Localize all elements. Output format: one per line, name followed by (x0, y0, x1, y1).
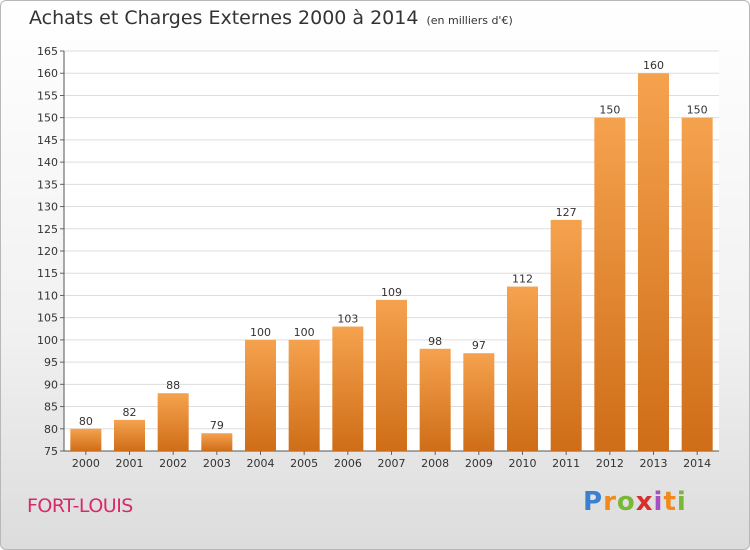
bar-2006 (332, 326, 364, 451)
proxiti-logo: Proxiti (583, 487, 687, 517)
y-tick-label: 100 (37, 334, 58, 347)
bar-2012 (594, 117, 626, 452)
x-tick-label-2007: 2007 (378, 457, 406, 470)
data-label-2009: 97 (472, 339, 486, 352)
bar-2001 (114, 419, 145, 451)
y-tick-label: 155 (37, 89, 58, 102)
y-tick-label: 115 (37, 267, 58, 280)
x-tick-label-2006: 2006 (334, 457, 362, 470)
x-tick-label-2009: 2009 (465, 457, 493, 470)
y-tick-label: 105 (37, 312, 58, 325)
data-label-2010: 112 (512, 273, 533, 286)
data-label-2002: 88 (166, 379, 180, 392)
data-label-2001: 82 (123, 406, 137, 419)
data-label-2008: 98 (428, 335, 442, 348)
y-tick-label: 140 (37, 156, 58, 169)
data-label-2006: 103 (337, 313, 358, 326)
bar-2002 (157, 393, 189, 451)
y-tick-label: 85 (44, 401, 58, 414)
y-tick-label: 110 (37, 289, 58, 302)
bar-2008 (419, 348, 451, 451)
x-tick-label-2008: 2008 (421, 457, 449, 470)
x-tick-label-2012: 2012 (596, 457, 624, 470)
bar-2004 (245, 339, 276, 451)
y-tick-label: 95 (44, 356, 58, 369)
bar-2005 (288, 339, 320, 451)
bar-2014 (681, 117, 713, 452)
x-tick-label-2003: 2003 (203, 457, 231, 470)
bar-2007 (376, 299, 407, 451)
x-tick-label-2000: 2000 (72, 457, 100, 470)
chart-unit: (en milliers d'€) (426, 14, 513, 27)
bar-2010 (507, 286, 538, 451)
bar-2003 (201, 433, 233, 451)
x-tick-label-2002: 2002 (159, 457, 187, 470)
x-tick-label-2011: 2011 (552, 457, 580, 470)
bar-2013 (638, 73, 669, 451)
x-tick-label-2001: 2001 (116, 457, 144, 470)
y-tick-label: 80 (44, 423, 58, 436)
x-tick-label-2013: 2013 (640, 457, 668, 470)
chart-title-text: Achats et Charges Externes 2000 à 2014 (29, 7, 419, 29)
data-label-2003: 79 (210, 419, 224, 432)
bar-2011 (550, 219, 582, 451)
x-tick-label-2010: 2010 (509, 457, 537, 470)
data-label-2011: 127 (556, 206, 577, 219)
bar-2000 (70, 428, 102, 451)
data-label-2000: 80 (79, 415, 93, 428)
y-tick-label: 75 (44, 445, 58, 458)
x-tick-label-2014: 2014 (683, 457, 711, 470)
data-label-2013: 160 (643, 59, 664, 72)
data-label-2014: 150 (687, 104, 708, 117)
bars-layer (70, 73, 713, 452)
city-name: FORT-LOUIS (27, 495, 133, 517)
y-tick-label: 165 (37, 45, 58, 58)
x-tick-label-2004: 2004 (247, 457, 275, 470)
y-tick-label: 120 (37, 245, 58, 258)
chart-title: Achats et Charges Externes 2000 à 2014 (e… (29, 7, 513, 29)
y-tick-label: 130 (37, 201, 58, 214)
y-tick-label: 160 (37, 67, 58, 80)
data-label-2004: 100 (250, 326, 271, 339)
data-label-2005: 100 (294, 326, 315, 339)
y-tick-label: 145 (37, 134, 58, 147)
data-label-2012: 150 (599, 104, 620, 117)
bar-2009 (463, 353, 495, 451)
y-tick-label: 90 (44, 378, 58, 391)
y-tick-label: 150 (37, 112, 58, 125)
y-tick-label: 135 (37, 178, 58, 191)
x-tick-label-2005: 2005 (290, 457, 318, 470)
y-tick-label: 125 (37, 223, 58, 236)
data-label-2007: 109 (381, 286, 402, 299)
labels-layer: 75 80 85 90 95 100 105 110 115 120 125 130 135 140 145… (37, 45, 711, 470)
